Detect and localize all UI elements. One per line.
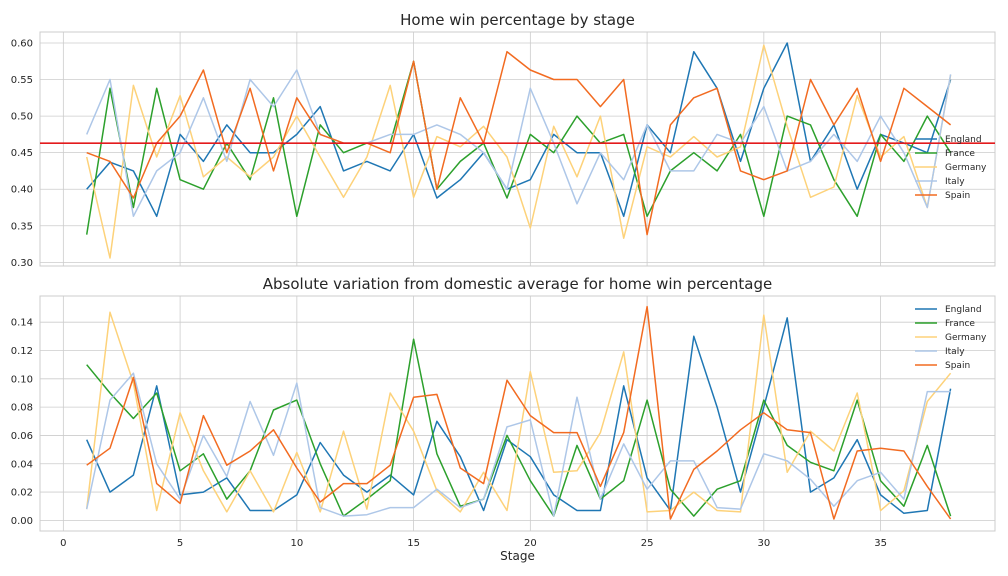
legend: England France Germany Italy Spain (915, 305, 987, 371)
series-line-france (85, 60, 952, 235)
plot-frame (39, 31, 996, 267)
series-line-france (86, 338, 952, 517)
legend-label-germany: Germany (945, 163, 987, 173)
y-tick-label: 0.60 (11, 38, 33, 49)
legend-label-italy: Italy (945, 347, 965, 357)
y-tick-label: 0.00 (11, 516, 33, 527)
y-tick-label: 0.45 (11, 148, 33, 159)
y-tick-label: 0.06 (11, 431, 33, 442)
y-tick-label: 0.12 (11, 346, 33, 357)
y-tick-label: 0.30 (11, 258, 33, 269)
series-line-england (86, 42, 952, 218)
legend-label-germany: Germany (945, 333, 987, 343)
legend-label-spain: Spain (945, 191, 970, 201)
x-tick-label: 30 (757, 538, 770, 549)
x-tick-label: 25 (641, 538, 654, 549)
y-tick-label: 0.50 (11, 112, 33, 123)
y-tick-label: 0.55 (11, 75, 33, 86)
legend-label-england: England (945, 135, 982, 145)
legend-label-france: France (945, 149, 975, 159)
series-line-italy (86, 69, 952, 218)
chart-2: Absolute variation from domestic average… (11, 275, 996, 563)
x-tick-label: 20 (524, 538, 537, 549)
legend-label-england: England (945, 305, 982, 315)
x-tick-label: 35 (874, 538, 887, 549)
series-line-spain (86, 50, 952, 236)
series-line-germany (85, 44, 952, 259)
y-tick-label: 0.10 (11, 374, 33, 385)
series-line-italy (85, 372, 951, 517)
legend: England France Germany Italy Spain (915, 135, 987, 201)
y-tick-label: 0.35 (11, 221, 33, 232)
plot-frame (39, 295, 996, 532)
x-tick-label: 15 (407, 538, 420, 549)
x-tick-label: 5 (177, 538, 183, 549)
x-axis-label: Stage (500, 549, 535, 563)
chart-title: Absolute variation from domestic average… (263, 275, 772, 293)
chart-1: Home win percentage by stage 0.30 0.35 0.40… (11, 11, 996, 269)
x-tick-label: 10 (290, 538, 303, 549)
y-tick-label: 0.08 (11, 403, 33, 414)
y-tick-label: 0.02 (11, 488, 33, 499)
y-tick-label: 0.40 (11, 185, 33, 196)
legend-label-spain: Spain (945, 361, 970, 371)
y-tick-label: 0.14 (11, 318, 33, 329)
series-line-germany (85, 311, 952, 513)
chart-title: Home win percentage by stage (400, 11, 635, 29)
series-line-england (86, 317, 952, 515)
legend-label-italy: Italy (945, 177, 965, 187)
y-tick-label: 0.04 (11, 459, 33, 470)
legend-label-france: France (945, 319, 975, 329)
series-line-spain (86, 305, 952, 520)
x-tick-label: 0 (60, 538, 66, 549)
